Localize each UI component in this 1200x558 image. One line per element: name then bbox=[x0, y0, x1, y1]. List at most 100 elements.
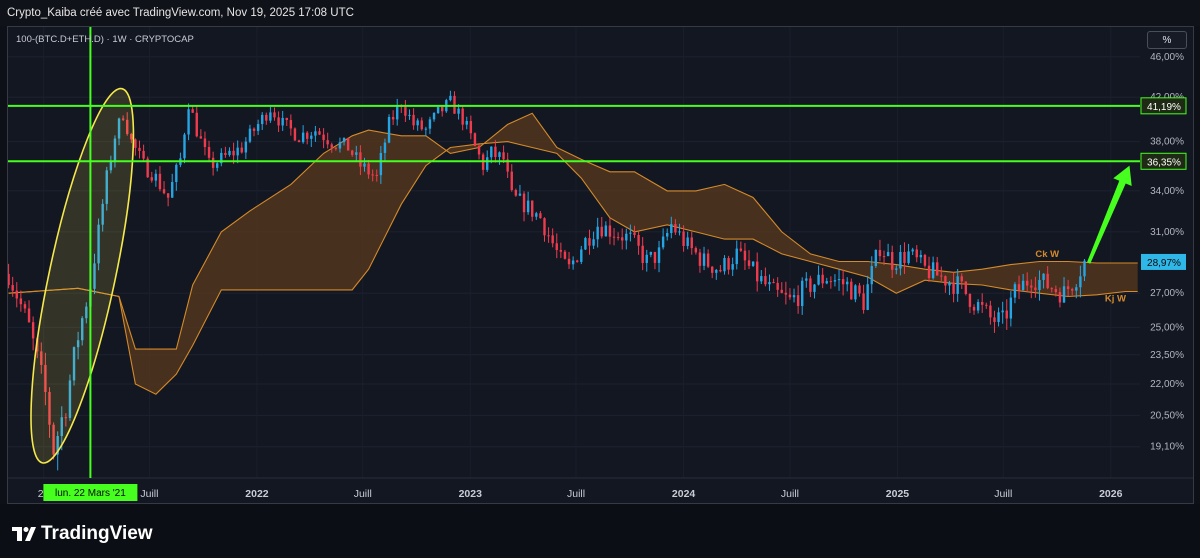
candle-body bbox=[216, 163, 219, 168]
candle bbox=[768, 274, 771, 291]
y-tick-label: 22,00% bbox=[1150, 379, 1184, 390]
candle bbox=[825, 277, 828, 285]
candle bbox=[850, 278, 853, 300]
candle bbox=[318, 127, 321, 136]
candle-body bbox=[510, 171, 513, 190]
tradingview-logo[interactable]: TradingView bbox=[12, 523, 153, 545]
candle bbox=[576, 259, 579, 263]
candle-body bbox=[551, 235, 554, 244]
candle-body bbox=[854, 285, 857, 300]
candle-body bbox=[559, 250, 563, 252]
up-arrow bbox=[1087, 165, 1132, 264]
candle bbox=[383, 138, 387, 162]
candle-body bbox=[588, 238, 591, 246]
candle bbox=[821, 268, 824, 289]
candle bbox=[739, 241, 743, 252]
candle-body bbox=[858, 285, 861, 294]
candle bbox=[927, 256, 931, 282]
candle-body bbox=[387, 117, 391, 143]
candle-body bbox=[461, 108, 464, 125]
candle-body bbox=[1026, 280, 1029, 286]
candle bbox=[719, 264, 722, 273]
candle-body bbox=[19, 298, 23, 305]
candle bbox=[895, 265, 898, 275]
candle-body bbox=[326, 140, 329, 145]
candle bbox=[244, 137, 248, 159]
candle bbox=[252, 127, 256, 137]
candle bbox=[1050, 287, 1053, 293]
candle bbox=[723, 255, 726, 275]
footer: TradingView bbox=[0, 504, 1200, 558]
candle bbox=[1026, 272, 1029, 292]
candle-body bbox=[919, 254, 923, 258]
candle bbox=[612, 228, 616, 246]
highlight-ellipse bbox=[30, 87, 135, 464]
candle bbox=[625, 228, 628, 250]
percent-scale-label: % bbox=[1162, 34, 1172, 46]
y-tick-label: 38,00% bbox=[1150, 137, 1184, 148]
candle-body bbox=[289, 120, 293, 129]
candle bbox=[833, 274, 837, 287]
candle-body bbox=[195, 112, 198, 137]
candle-body bbox=[334, 147, 338, 149]
candle-body bbox=[821, 274, 824, 284]
candle bbox=[1054, 285, 1058, 297]
chart-panel[interactable]: 46,00%42,00%38,00%34,00%31,00%27,00%25,0… bbox=[7, 26, 1194, 504]
candle bbox=[19, 290, 23, 312]
candle-body bbox=[68, 380, 72, 418]
candle-body bbox=[989, 305, 992, 318]
candle bbox=[580, 245, 583, 265]
candle bbox=[379, 145, 383, 184]
candle bbox=[621, 228, 624, 250]
candle-body bbox=[796, 295, 800, 306]
candle-body bbox=[15, 290, 18, 299]
candle-body bbox=[252, 128, 256, 131]
candle-body bbox=[27, 308, 31, 323]
candle bbox=[907, 243, 910, 265]
x-axis: 20Juill2022Juill2023Juill2024Juill2025Ju… bbox=[38, 27, 1123, 500]
candle-body bbox=[371, 174, 374, 176]
candle-body bbox=[706, 253, 710, 267]
candle bbox=[547, 227, 550, 243]
candle bbox=[915, 245, 918, 263]
candles bbox=[8, 90, 1086, 471]
candle-body bbox=[314, 131, 317, 136]
ichimoku-label: Kj W bbox=[1105, 293, 1126, 304]
y-tick-label: 20,50% bbox=[1150, 410, 1184, 421]
candle bbox=[727, 255, 730, 275]
candle bbox=[522, 191, 526, 222]
candle bbox=[735, 240, 738, 270]
candle-body bbox=[465, 121, 468, 125]
current-price-label: 28,97% bbox=[1147, 258, 1181, 269]
candle-body bbox=[203, 138, 207, 148]
candle bbox=[216, 161, 219, 172]
percent-scale-button[interactable]: % bbox=[1147, 31, 1187, 49]
candle bbox=[146, 156, 149, 178]
candle bbox=[829, 276, 833, 289]
candle-body bbox=[747, 260, 751, 266]
candle bbox=[469, 115, 473, 140]
candle bbox=[559, 242, 563, 259]
candle bbox=[175, 163, 178, 191]
candle bbox=[150, 171, 153, 183]
candle bbox=[854, 284, 857, 303]
candle bbox=[1046, 266, 1049, 290]
candle bbox=[911, 247, 914, 256]
candle-body bbox=[760, 276, 763, 282]
candle-body bbox=[931, 262, 935, 279]
ichimoku-cloud bbox=[8, 112, 1138, 395]
candle-body bbox=[539, 213, 542, 219]
candle-body bbox=[547, 235, 550, 237]
candle bbox=[23, 301, 27, 313]
candle-body bbox=[1083, 260, 1086, 277]
candle bbox=[1021, 273, 1025, 291]
candle bbox=[387, 114, 391, 144]
candle-body bbox=[346, 137, 350, 151]
candle-body bbox=[449, 95, 452, 101]
crosshair-date-tag bbox=[43, 484, 138, 501]
candle bbox=[134, 138, 137, 156]
candle bbox=[220, 148, 223, 167]
price-chart[interactable]: 46,00%42,00%38,00%34,00%31,00%27,00%25,0… bbox=[8, 27, 1194, 504]
candle bbox=[330, 142, 333, 153]
candle bbox=[72, 346, 76, 386]
